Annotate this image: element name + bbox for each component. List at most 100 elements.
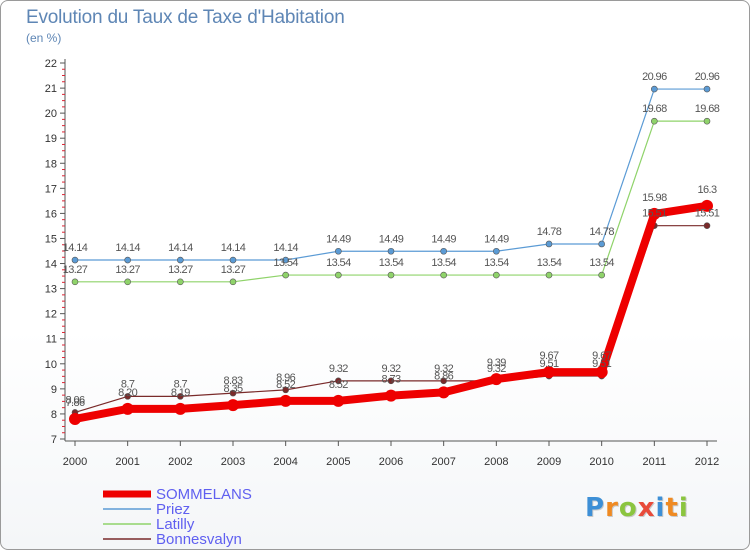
data-point	[177, 256, 184, 264]
data-label: 14.14	[115, 242, 140, 254]
y-tick-label: 12	[45, 309, 57, 321]
data-label: 15.98	[642, 192, 667, 204]
data-label: 14.49	[326, 233, 351, 245]
data-point	[335, 247, 342, 255]
data-point	[282, 256, 289, 264]
data-label: 8.96	[276, 372, 295, 384]
data-point	[177, 278, 184, 286]
x-tick-label: 2011	[643, 456, 667, 468]
data-label: 19.68	[695, 103, 720, 115]
x-tick-label: 2012	[695, 456, 719, 468]
x-tick-label: 2000	[63, 456, 87, 468]
data-point	[282, 386, 289, 394]
data-point	[229, 389, 237, 397]
data-label: 20.96	[642, 71, 667, 83]
logo-letter: r	[605, 493, 619, 523]
data-point	[385, 389, 397, 402]
y-tick-label: 22	[45, 58, 57, 70]
data-point	[387, 271, 395, 279]
data-label: 20.96	[695, 71, 720, 83]
y-tick-label: 19	[45, 133, 57, 145]
data-point	[598, 271, 605, 279]
data-point	[595, 366, 608, 379]
x-tick-label: 2005	[326, 456, 350, 468]
data-point	[437, 386, 450, 399]
data-label: 8.7	[121, 378, 135, 390]
y-tick-label: 13	[45, 284, 57, 296]
data-label: 8.7	[174, 378, 188, 390]
data-label: 8.52	[276, 379, 295, 391]
data-point	[651, 117, 658, 125]
legend-label: Latilly	[156, 516, 195, 533]
data-label: 14.14	[63, 242, 88, 254]
data-label: 19.68	[642, 103, 667, 115]
data-label: 8.52	[329, 379, 348, 391]
x-tick-label: 2010	[589, 456, 613, 468]
legend-label: Priez	[156, 501, 191, 518]
data-point	[227, 399, 239, 412]
data-point	[703, 117, 711, 125]
data-label: 8.86	[434, 370, 453, 382]
y-tick-label: 11	[46, 334, 57, 346]
x-tick-label: 2002	[168, 456, 192, 468]
data-point	[279, 394, 292, 407]
data-label: 14.14	[221, 242, 246, 254]
data-point	[177, 393, 184, 400]
chart-title: Evolution du Taux de Taxe d'Habitation	[26, 7, 345, 28]
data-label: 14.78	[589, 226, 614, 238]
data-label: 13.54	[326, 257, 351, 269]
data-point	[493, 247, 500, 255]
legend-label: SOMMELANS	[156, 486, 252, 503]
data-point	[493, 271, 500, 279]
data-label: 9.51	[539, 358, 558, 370]
data-point	[124, 278, 131, 286]
data-point	[282, 271, 289, 279]
y-tick-label: 9	[51, 384, 57, 396]
data-point	[598, 240, 605, 248]
y-tick-label: 17	[45, 183, 57, 195]
x-tick-label: 2003	[221, 456, 245, 468]
data-label: 8.73	[381, 374, 400, 386]
logo-letter: i	[678, 493, 689, 523]
data-point	[229, 278, 237, 286]
x-tick-label: 2004	[273, 456, 297, 468]
logo-letter: P	[585, 493, 606, 523]
y-tick-label: 7	[51, 434, 57, 446]
data-point	[71, 256, 79, 264]
y-tick-label: 14	[45, 259, 57, 271]
data-label: 7.86	[65, 397, 84, 409]
y-tick-label: 10	[45, 359, 57, 371]
data-point	[229, 256, 237, 264]
data-point	[440, 271, 447, 279]
data-point	[124, 256, 131, 264]
data-point	[701, 199, 713, 212]
data-label: 8.19	[171, 387, 190, 399]
data-label: 13.27	[115, 264, 140, 276]
data-label: 13.54	[484, 257, 509, 269]
data-point	[545, 240, 553, 248]
y-tick-label: 16	[45, 208, 57, 220]
data-label: 14.14	[273, 242, 298, 254]
data-label: 9.32	[329, 363, 348, 375]
logo-letter: x	[637, 493, 656, 523]
data-label: 14.78	[537, 226, 562, 238]
logo-letter: t	[665, 493, 679, 523]
data-label: 15.51	[695, 208, 720, 220]
data-label: 15.51	[642, 208, 667, 220]
data-point	[703, 85, 711, 93]
y-tick-label: 8	[51, 409, 57, 421]
data-label: 8.35	[223, 383, 242, 395]
data-label: 13.27	[168, 264, 193, 276]
x-tick-label: 2008	[484, 456, 508, 468]
data-label: 8.20	[118, 387, 137, 399]
data-label: 16.3	[697, 184, 716, 196]
data-point	[703, 222, 711, 229]
logo-letter: o	[618, 493, 638, 523]
data-label: 9.67	[539, 350, 558, 362]
data-label: 14.49	[484, 233, 509, 245]
data-label: 9.67	[592, 350, 611, 362]
y-tick-label: 18	[45, 158, 57, 170]
data-label: 9.39	[487, 357, 506, 369]
data-label: 13.54	[431, 257, 456, 269]
